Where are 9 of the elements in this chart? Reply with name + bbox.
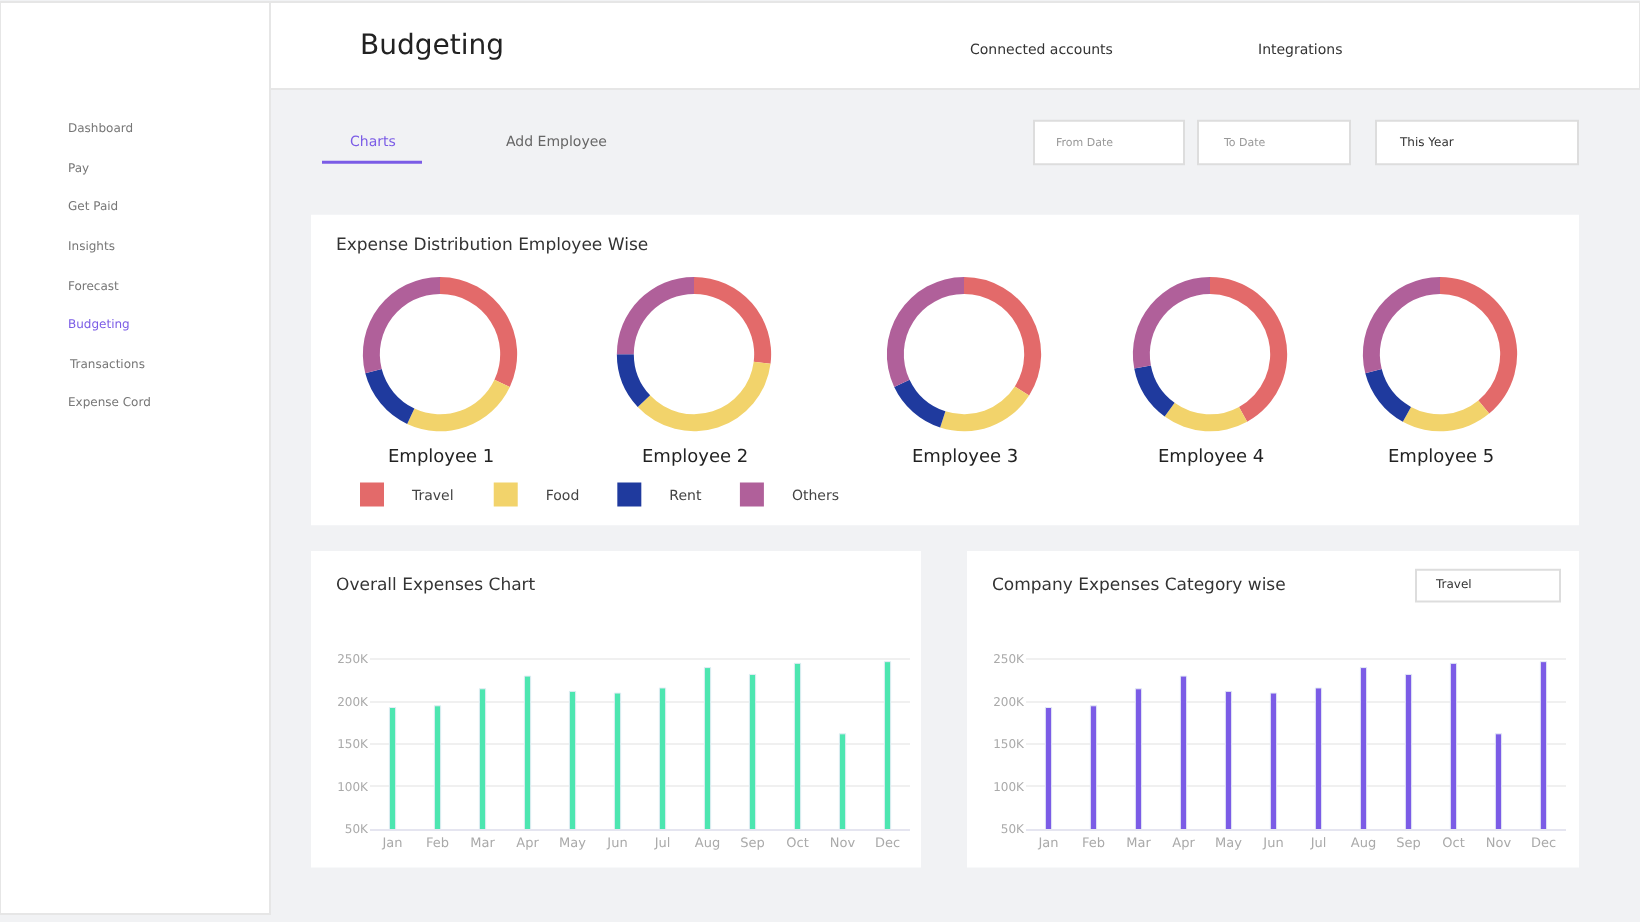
slice-label: Employee 5: [1388, 448, 1495, 468]
text: Budgeting: [360, 30, 505, 62]
slice-label: Employee 3: [912, 448, 1019, 468]
chart-title: Expense Distribution Employee Wise: [336, 236, 649, 256]
chart-title: Company Expenses Category wise: [992, 576, 1286, 596]
slice-label: Employee 2: [642, 448, 749, 468]
slice-label: Employee 4: [1158, 448, 1265, 468]
slice-label: Employee 1: [388, 448, 495, 468]
chart-title: Overall Expenses Chart: [336, 576, 537, 596]
